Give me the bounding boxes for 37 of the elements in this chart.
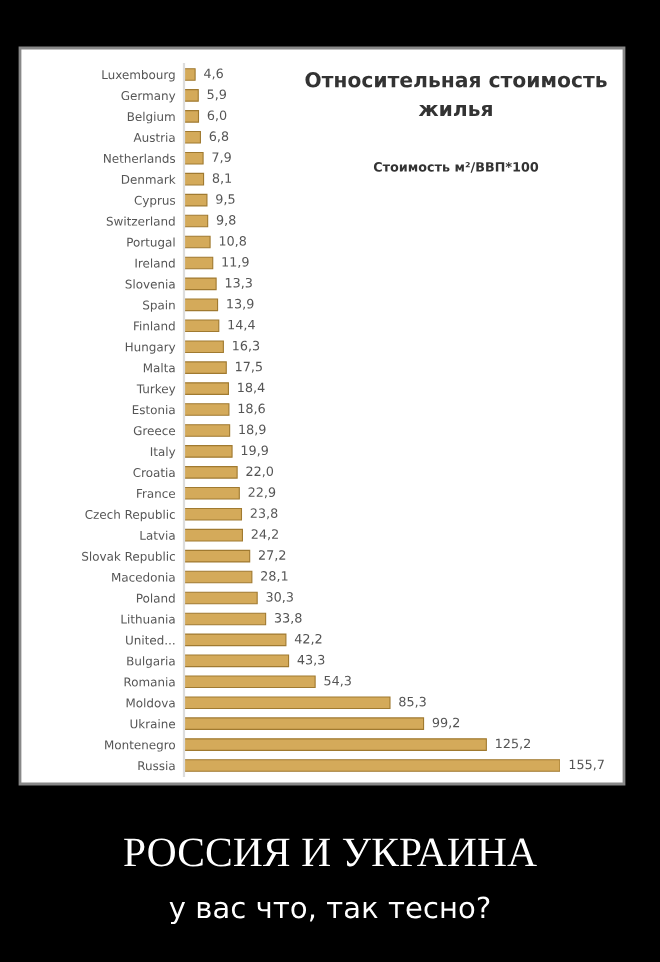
bar (184, 235, 211, 249)
bar (184, 612, 267, 626)
bar (184, 319, 220, 333)
bar (184, 738, 487, 751)
bar (184, 591, 258, 605)
bar (184, 130, 201, 144)
bar (184, 361, 227, 374)
text: Относительная стоимость жилья (305, 72, 607, 117)
bar (184, 528, 243, 542)
bar (184, 424, 231, 437)
bar (184, 193, 208, 207)
bar (184, 214, 209, 228)
bar (184, 277, 217, 291)
bar (184, 172, 205, 186)
bar (184, 403, 230, 416)
bar (184, 256, 214, 270)
bar (184, 298, 219, 312)
bar (184, 549, 251, 563)
bar (184, 340, 224, 354)
bar (184, 570, 253, 584)
bar (184, 654, 290, 668)
bar (184, 68, 196, 81)
bar (184, 445, 233, 458)
bar (184, 717, 425, 730)
bar (184, 507, 243, 521)
bar (184, 486, 240, 500)
bar (184, 151, 204, 165)
bar (184, 759, 560, 772)
text: у вас что, так тесно? (169, 896, 490, 925)
text: РОССИЯ И УКРАИНА (124, 838, 537, 867)
bar (184, 110, 200, 123)
bar (184, 696, 391, 710)
bar (184, 89, 199, 102)
bar (184, 675, 316, 689)
bar (184, 466, 238, 479)
bar (184, 633, 287, 647)
bar (184, 382, 229, 395)
